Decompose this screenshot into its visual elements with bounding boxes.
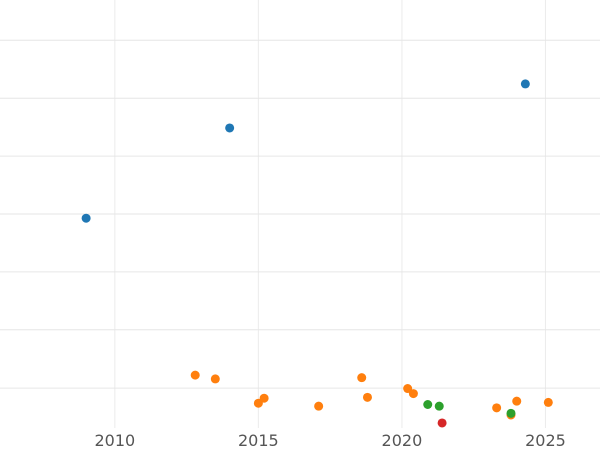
x-tick-label: 2015 <box>238 431 279 450</box>
data-point-s1-5 <box>357 373 367 383</box>
data-point-s1-8 <box>408 389 418 399</box>
x-tick-label: 2010 <box>94 431 135 450</box>
data-points <box>81 79 553 428</box>
data-point-s0-2 <box>520 79 530 89</box>
data-point-s2-0 <box>423 400 433 410</box>
data-point-s1-6 <box>362 392 372 402</box>
x-axis-ticks: 2010 2015 2020 2025 <box>94 431 565 450</box>
data-point-s1-3 <box>259 393 269 403</box>
data-point-s1-1 <box>210 374 220 384</box>
data-point-s3-0 <box>437 418 447 428</box>
data-point-s0-1 <box>225 123 235 133</box>
data-point-s1-0 <box>190 370 200 380</box>
data-point-s1-9 <box>492 403 502 413</box>
data-point-s2-2 <box>506 408 516 418</box>
grid <box>0 0 600 428</box>
x-tick-label: 2020 <box>382 431 423 450</box>
data-point-s1-4 <box>314 401 324 411</box>
data-point-s1-12 <box>543 397 553 407</box>
data-point-s1-11 <box>512 396 522 406</box>
data-point-s2-1 <box>434 401 444 411</box>
data-point-s0-0 <box>81 213 91 223</box>
x-tick-label: 2025 <box>525 431 566 450</box>
